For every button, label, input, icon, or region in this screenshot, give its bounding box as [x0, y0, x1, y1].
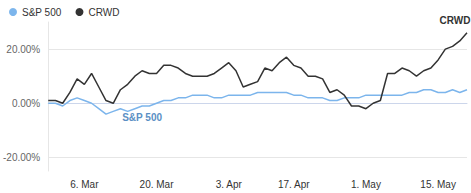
svg-text:CRWD: CRWD	[88, 7, 119, 18]
svg-text:S&P 500: S&P 500	[22, 7, 62, 18]
svg-text:6. Mar: 6. Mar	[70, 179, 99, 190]
svg-text:-20.00%: -20.00%	[3, 152, 40, 163]
svg-text:15. May: 15. May	[420, 179, 456, 190]
svg-text:17. Apr: 17. Apr	[278, 179, 310, 190]
svg-text:20.00%: 20.00%	[6, 44, 40, 55]
svg-text:20. Mar: 20. Mar	[140, 179, 175, 190]
svg-text:3. Apr: 3. Apr	[216, 179, 243, 190]
svg-text:CRWD: CRWD	[440, 15, 471, 26]
svg-text:1. May: 1. May	[351, 179, 381, 190]
svg-text:0.00%: 0.00%	[12, 98, 40, 109]
svg-text:S&P 500: S&P 500	[122, 112, 162, 123]
